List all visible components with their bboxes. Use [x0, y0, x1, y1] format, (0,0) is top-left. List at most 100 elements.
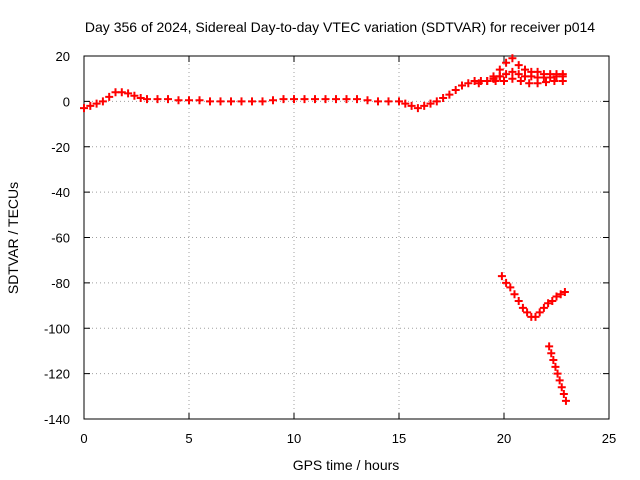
data-point: [556, 290, 565, 299]
data-point: [548, 297, 557, 306]
data-point: [258, 97, 267, 106]
data-point: [439, 93, 448, 102]
data-point: [561, 396, 570, 405]
data-point: [185, 96, 193, 105]
data-point: [551, 362, 560, 371]
data-point: [374, 97, 382, 106]
data-point: [506, 283, 515, 292]
data-point: [342, 95, 351, 104]
data-point: [518, 303, 527, 312]
data-point: [426, 99, 435, 108]
x-tick-label: 25: [602, 431, 616, 446]
data-point: [86, 101, 95, 110]
data-point: [98, 97, 107, 106]
y-tick-label: -60: [51, 231, 70, 246]
y-tick-labels: -140 -120 -100 -80 -60 -40 -20 0 20: [44, 49, 70, 427]
data-point: [491, 76, 500, 85]
data-point: [464, 79, 473, 88]
data-point: [559, 390, 568, 399]
y-tick-label: -120: [44, 367, 70, 382]
data-point: [546, 73, 555, 82]
data-point: [332, 95, 340, 104]
data-point: [527, 72, 536, 81]
data-point: [550, 76, 559, 85]
data-point: [445, 90, 454, 99]
y-tick-label: -100: [44, 321, 70, 336]
data-point: [105, 92, 114, 101]
data-point: [451, 86, 460, 95]
x-tick-label: 15: [392, 431, 406, 446]
series-main-track: [80, 72, 504, 113]
data-point: [136, 93, 145, 102]
data-point: [549, 356, 558, 365]
data-point: [420, 101, 429, 110]
data-point: [458, 81, 466, 90]
data-point: [533, 79, 542, 88]
data-point: [542, 78, 550, 87]
data-point: [248, 97, 256, 106]
data-points: [80, 54, 570, 405]
data-point: [545, 342, 554, 351]
data-point: [237, 97, 246, 106]
data-point: [544, 299, 553, 308]
data-point: [508, 67, 517, 76]
grid-lines: [84, 56, 609, 419]
series-lower-band: [474, 74, 567, 88]
x-tick-label: 0: [80, 431, 87, 446]
data-point: [353, 95, 361, 104]
y-tick-label: -40: [51, 185, 70, 200]
y-tick-label: 0: [63, 94, 70, 109]
data-point: [117, 88, 126, 97]
data-point: [164, 95, 172, 104]
data-point: [523, 308, 532, 317]
data-point: [216, 97, 225, 106]
data-point: [531, 312, 540, 321]
y-tick-label: -20: [51, 140, 70, 155]
plot-frame: [83, 55, 610, 420]
data-point: [432, 97, 441, 106]
data-point: [195, 96, 204, 105]
data-point: [502, 58, 511, 67]
data-point: [514, 61, 523, 70]
data-point: [321, 95, 330, 104]
data-point: [553, 369, 562, 378]
data-point: [92, 99, 101, 108]
y-tick-label: -140: [44, 412, 70, 427]
data-point: [279, 95, 288, 104]
data-point: [227, 97, 235, 106]
data-point: [206, 97, 214, 106]
data-point: [401, 99, 410, 108]
data-point: [525, 79, 534, 88]
data-point: [80, 104, 88, 113]
series-steep-descent: [545, 342, 570, 405]
data-point: [300, 95, 309, 104]
data-point: [483, 76, 492, 85]
axis-ticks: [83, 55, 610, 420]
data-point: [516, 76, 525, 85]
x-tick-labels: 0 5 10 15 20 25: [80, 431, 616, 446]
data-point: [514, 70, 523, 79]
data-point: [557, 383, 566, 392]
data-point: [124, 89, 133, 98]
data-point: [495, 72, 504, 81]
y-tick-label: 20: [56, 49, 70, 64]
data-point: [407, 101, 416, 110]
data-point: [502, 278, 511, 287]
data-point: [510, 290, 519, 299]
data-point: [143, 95, 151, 104]
data-point: [560, 287, 569, 296]
data-point: [535, 308, 544, 317]
data-point: [174, 96, 183, 105]
data-point: [497, 272, 506, 281]
series-v-shaped-arc: [497, 272, 569, 321]
x-axis-label: GPS time / hours: [293, 457, 400, 473]
data-point: [495, 65, 504, 74]
data-point: [363, 96, 372, 105]
data-point: [413, 104, 422, 113]
data-point: [552, 292, 561, 301]
data-point: [290, 95, 298, 104]
y-tick-label: -80: [51, 276, 70, 291]
data-point: [508, 74, 517, 83]
x-tick-label: 20: [497, 431, 511, 446]
